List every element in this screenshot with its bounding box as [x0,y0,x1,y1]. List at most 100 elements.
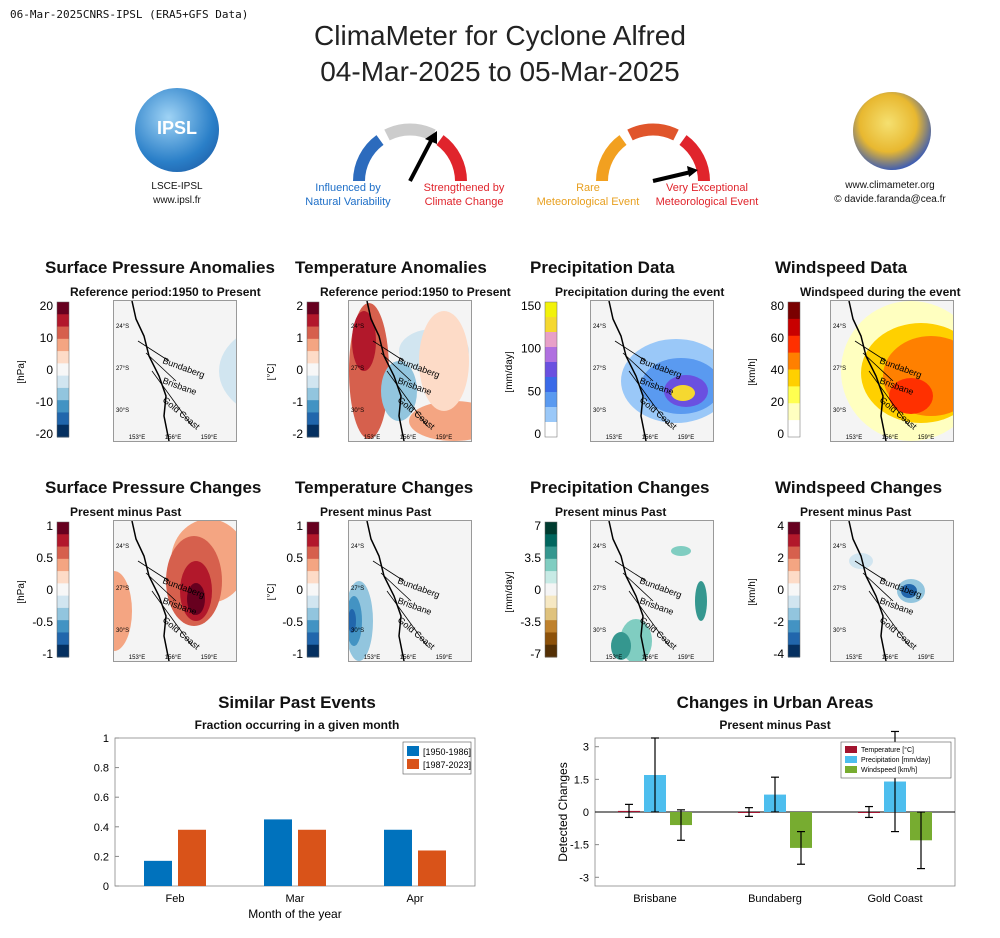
colorbar-tick: 1 [46,519,53,533]
colorbar-tick: -1 [42,647,53,661]
colorbar-swatch [788,607,800,621]
colorbar-frame [56,301,70,438]
colorbar-swatch [307,363,319,377]
coastline [608,521,647,661]
lon-label: 159°E [918,655,934,661]
colorbar-frame [544,301,558,438]
colorbar-swatch [788,534,800,548]
legend-label: Windspeed [km/h] [861,767,917,774]
colorbar-tick: -0.5 [282,615,303,629]
colorbar-tick: 0 [46,583,53,597]
colorbar-swatch [545,558,557,572]
chart-1: 1 0.8 0.6 0.4 0.2 0 Feb Mar Apr Month of the year… [94,733,476,921]
colorbar-unit: [km/h] [748,358,758,385]
colorbar-swatch [545,644,557,658]
lon-label: 153°E [846,435,862,441]
x-tick-label: Apr [406,893,423,905]
lon-label: 159°E [436,655,452,661]
coastline [366,301,405,441]
x-axis-label: Month of the year [248,907,341,921]
colorbar-swatch [307,558,319,572]
field-contour [352,311,376,371]
city-leaders [372,560,428,647]
colorbar-swatch [57,620,69,633]
panel-title: Surface Pressure Changes [45,478,262,497]
colorbar-frame [787,301,801,438]
colorbar-tick: 1 [296,331,303,345]
lat-label: 24°S [593,324,606,330]
x-tick-label: Gold Coast [867,893,922,905]
colorbar-swatch [788,620,800,633]
colorbar-swatch [788,302,800,320]
colorbar-tick: 100 [521,342,541,356]
colorbar-swatch [788,335,800,354]
bar [178,829,206,886]
field-contour [695,581,707,621]
lon-label: 159°E [918,435,934,441]
colorbar-swatch [307,375,319,389]
field-contour [187,583,205,615]
colorbar-tick: 2 [296,299,303,313]
colorbar-swatch [788,352,800,370]
city-leaders [614,340,670,427]
lon-label: 153°E [846,655,862,661]
y-tick-label: 0.2 [94,851,109,863]
lat-label: 30°S [833,408,846,414]
lat-label: 24°S [116,544,129,550]
panel-subtitle: Present minus Past [320,505,432,519]
colorbar-tick: -1 [292,647,303,661]
coastline [366,521,405,661]
city-leaders [372,340,428,427]
colorbar-tick: 0 [777,583,784,597]
colorbar-swatch [788,558,800,572]
title-line-1: ClimaMeter for Cyclone Alfred [314,20,686,51]
legend-swatch [407,746,419,756]
colorbar-swatch [57,522,69,535]
colorbar-swatch [788,369,800,387]
field-contour [349,609,356,633]
colorbar-swatch [57,571,69,584]
colorbar-tick: -10 [36,395,54,409]
city-label: Gold Coast [878,615,919,652]
colorbar-swatch [307,351,319,364]
legend-swatch [845,766,857,773]
colorbar-swatch [307,424,319,438]
lon-label: 159°E [678,655,694,661]
chart-1-title: Similar Past Events [218,693,376,712]
lat-label: 27°S [833,586,846,592]
colorbar: 20 10 0 -10 -20 [hPa] [17,299,70,441]
lat-label: 27°S [116,586,129,592]
colorbar-tick: 4 [777,519,784,533]
colorbar-swatch [57,632,69,646]
colorbar-swatch [307,522,319,535]
chart-2-title: Changes in Urban Areas [676,693,874,712]
coastline [848,521,887,661]
panel-subtitle: Present minus Past [555,505,667,519]
panel-title: Precipitation Data [530,258,675,277]
lon-label: 159°E [436,435,452,441]
colorbar-swatch [57,351,69,364]
colorbar-swatch [788,386,800,404]
colorbar-swatch [545,546,557,560]
colorbar-swatch [57,400,69,413]
lon-label: 156°E [882,655,898,661]
colorbar-unit: [km/h] [748,578,758,605]
coastline [848,301,887,441]
legend-label: [1950-1986] [423,747,471,757]
colorbar-swatch [307,400,319,413]
colorbar-swatch [788,632,800,646]
gauge-2-left-label-1: Rare [576,182,600,194]
colorbar-swatch [545,422,557,438]
lon-label: 156°E [165,435,181,441]
colorbar-swatch [545,317,557,333]
colorbar-tick: 0.5 [286,551,303,565]
panel-title: Precipitation Changes [530,478,710,497]
colorbar-tick: 20 [771,395,785,409]
bar [790,812,812,848]
colorbar-tick: -2 [773,615,784,629]
y-tick-label: -3 [579,872,589,884]
legend-label: [1987-2023] [423,760,471,770]
colorbar-unit: [hPa] [17,360,27,384]
